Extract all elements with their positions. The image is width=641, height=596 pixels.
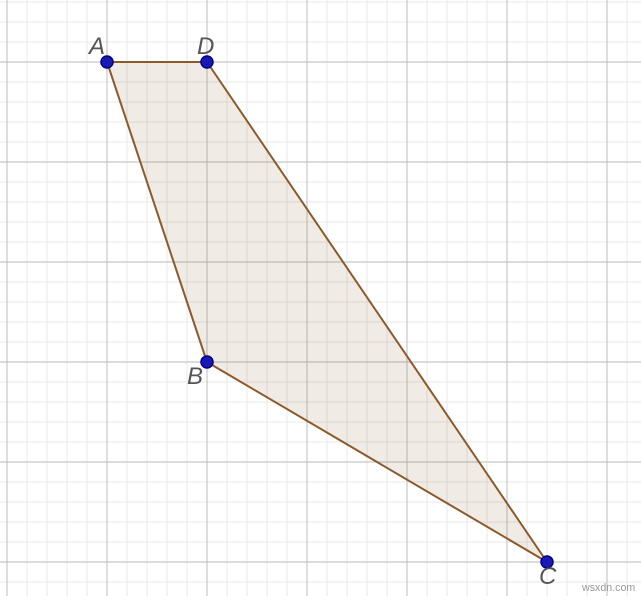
point-label-a: A [87,33,105,60]
point-label-c: C [539,563,557,590]
point-label-d: D [197,33,214,60]
geometry-canvas: A D B C [0,0,641,596]
point-label-b: B [187,363,203,390]
watermark-text: wsxdn.com [582,582,635,594]
